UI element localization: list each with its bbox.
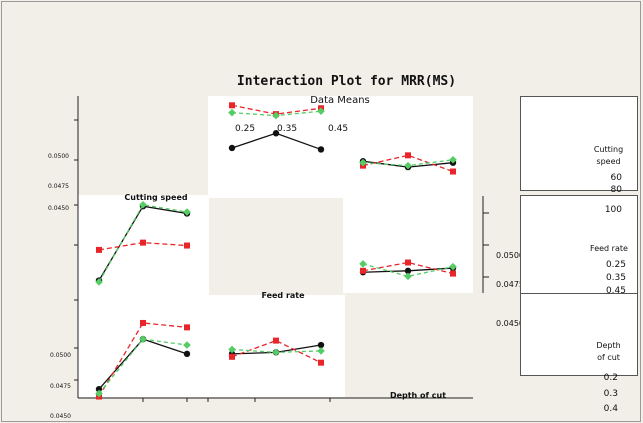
data-point	[404, 272, 412, 281]
data-point	[184, 242, 190, 249]
factor-label-feed-rate: Feed rate	[261, 291, 305, 300]
legend-title-line1: Cutting	[593, 145, 624, 154]
legend-cutting-speed: Cutting speed	[520, 96, 638, 191]
data-point	[404, 267, 412, 275]
series-line	[98, 322, 188, 397]
data-point	[317, 341, 325, 349]
data-point	[228, 345, 236, 354]
panel-r3-c2	[208, 295, 345, 397]
y-tick-label: 0.0500	[50, 352, 71, 359]
y-tick-label: 0.0450	[48, 205, 69, 212]
y-tick-label: 0.0475	[496, 280, 524, 289]
y-tick-label: 0.0450	[496, 319, 524, 328]
data-point	[184, 324, 190, 331]
data-point	[273, 337, 279, 344]
legend-level: 80	[610, 185, 622, 195]
data-point	[272, 348, 280, 357]
legend-level: 0.3	[603, 389, 618, 399]
chart-title: Interaction Plot for MRR(MS)	[236, 74, 457, 89]
legend-title-line1: Feed rate	[590, 244, 628, 253]
legend-title-line2: of cut	[597, 353, 620, 362]
data-point	[183, 341, 191, 349]
data-point	[317, 107, 325, 115]
y-tick-label: 0.0500	[496, 251, 524, 260]
legend-level: 60	[610, 173, 622, 183]
data-point	[140, 319, 146, 326]
data-point	[229, 353, 235, 360]
data-point	[449, 155, 457, 164]
data-point	[228, 108, 236, 117]
legend-title-line1: Depth	[596, 341, 621, 350]
y-tick-label: 0.0450	[50, 413, 71, 420]
chart-subtitle: Data Means	[310, 95, 370, 106]
data-point	[139, 200, 147, 209]
data-point	[228, 144, 236, 152]
legend-level: 0.2	[603, 373, 618, 383]
series-line	[98, 204, 188, 283]
data-point	[317, 146, 325, 153]
data-point	[449, 262, 457, 271]
panel-r1-c3	[343, 96, 473, 198]
data-point	[139, 335, 147, 343]
legend-feed-rate: Feed rate	[520, 195, 638, 295]
legend-depth-of-cut: Depth of cut	[520, 293, 638, 376]
y-tick-label: 0.0475	[48, 183, 69, 190]
data-point	[95, 278, 103, 286]
data-point	[405, 152, 411, 159]
series-line	[231, 339, 322, 364]
data-point	[272, 130, 280, 137]
data-point	[404, 161, 412, 170]
legend-level: 0.4	[603, 404, 618, 414]
data-point	[359, 260, 367, 268]
y-tick-label: 0.0500	[48, 153, 69, 160]
legend-level: 0.45	[605, 286, 626, 296]
data-point	[359, 158, 367, 167]
data-point	[272, 111, 280, 120]
x-tick-label: 0.35	[277, 124, 297, 134]
x-tick-label: 0.25	[235, 124, 255, 134]
x-tick-label: 0.45	[328, 124, 348, 134]
factor-label-depth-of-cut: Depth of cut	[390, 391, 446, 400]
data-point	[405, 259, 411, 266]
legend-level: 0.25	[605, 260, 626, 270]
legend-level: 0.35	[605, 273, 626, 283]
series-line	[362, 263, 454, 278]
data-point	[96, 246, 102, 253]
data-point	[183, 350, 191, 358]
data-point	[450, 270, 456, 277]
data-point	[360, 267, 366, 274]
legend-level: 100	[604, 205, 622, 215]
data-point	[183, 208, 191, 216]
data-point	[95, 389, 103, 398]
data-point	[229, 102, 235, 109]
factor-label-cutting-speed: Cutting speed	[124, 193, 188, 202]
y-tick-label: 0.0475	[50, 383, 71, 390]
data-point	[317, 347, 325, 355]
legend-title-line2: speed	[596, 157, 621, 166]
data-point	[450, 168, 456, 175]
data-point	[140, 239, 146, 246]
data-point	[318, 359, 324, 366]
